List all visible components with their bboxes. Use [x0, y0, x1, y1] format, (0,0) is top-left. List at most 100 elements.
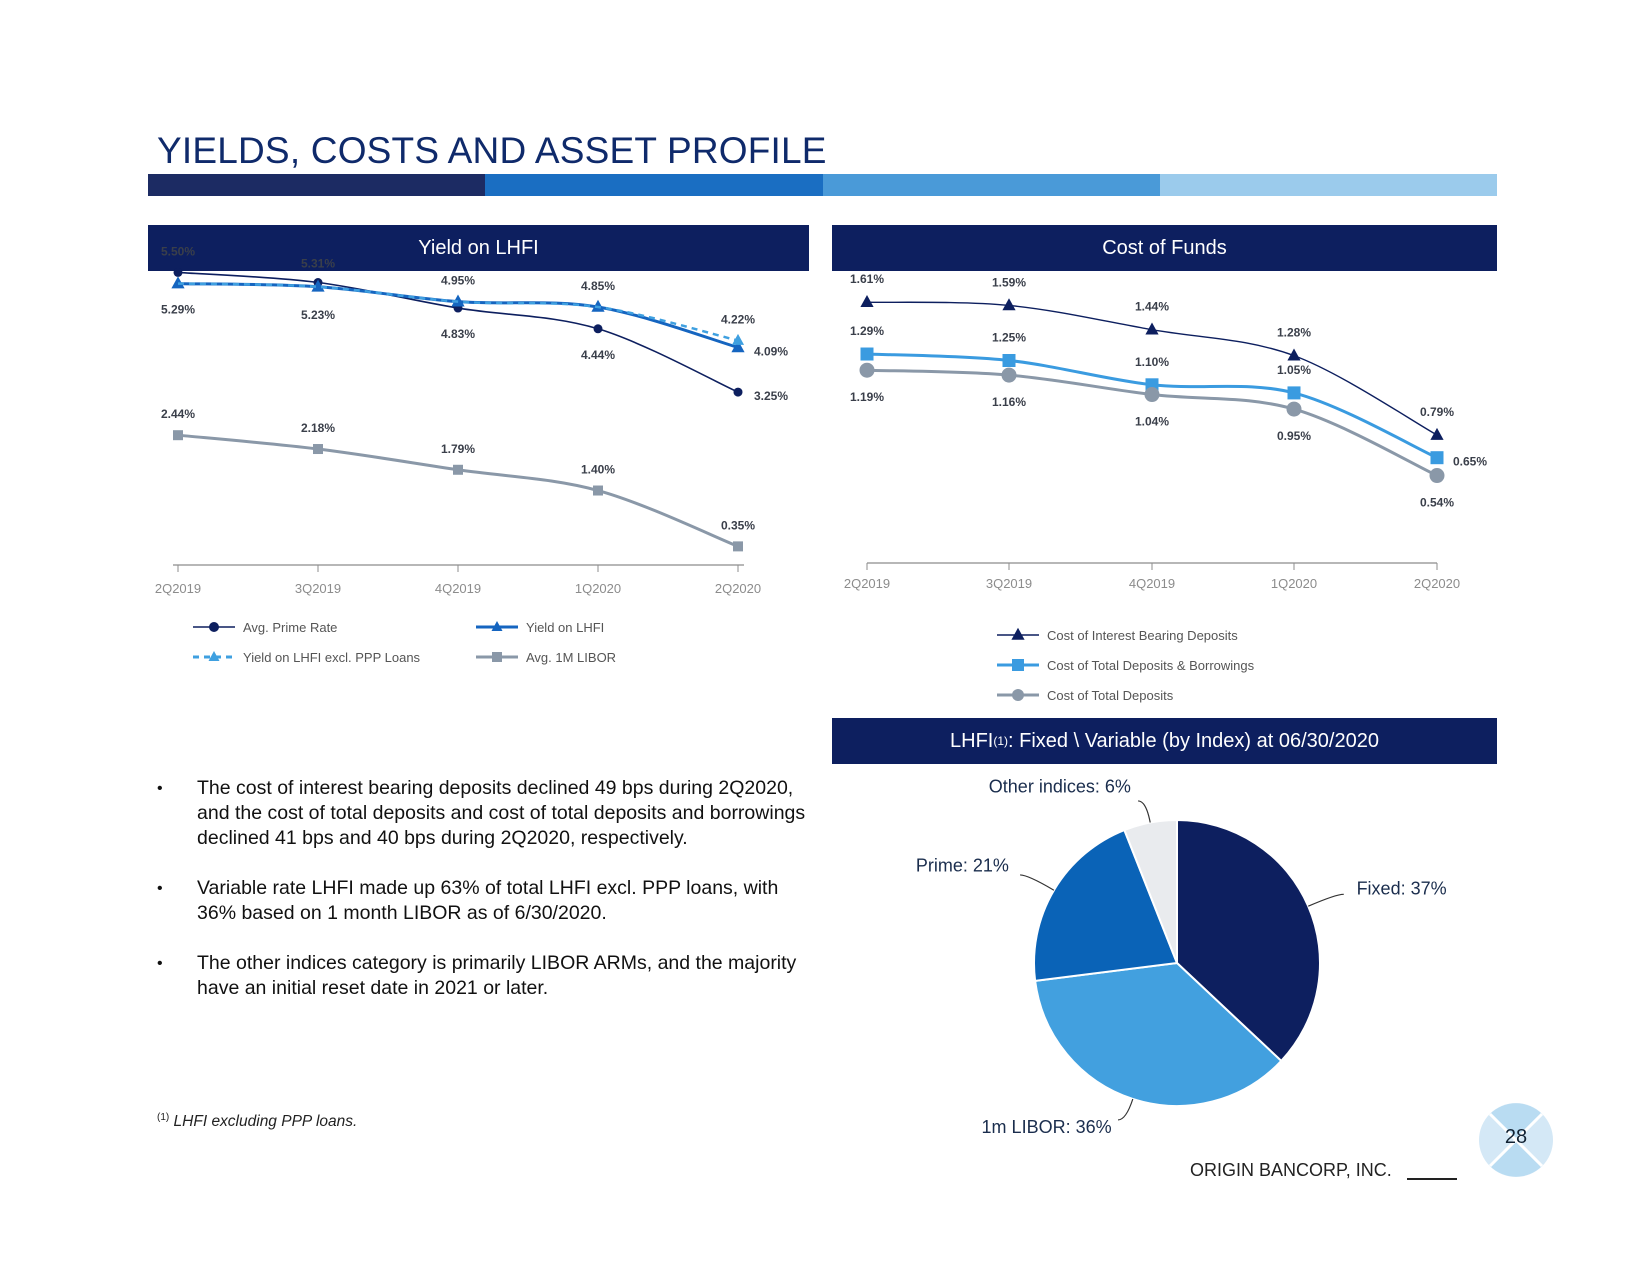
- cost-point: [1430, 427, 1444, 440]
- cost-panel-header: Cost of Funds: [832, 225, 1497, 271]
- yield-point: [453, 464, 463, 475]
- cost-data-label: 0.79%: [1420, 405, 1454, 419]
- yield-data-label: 3.25%: [754, 389, 788, 403]
- cost-data-label: 1.59%: [992, 275, 1026, 289]
- pie-leader-line: [1308, 893, 1344, 907]
- company-name: ORIGIN BANCORP, INC.: [1190, 1160, 1392, 1180]
- cost-data-label: 1.10%: [1135, 355, 1169, 369]
- cost-x-tick-label: 2Q2020: [1414, 576, 1460, 591]
- pie-title-post: : Fixed \ Variable (by Index) at 06/30/2…: [1008, 729, 1379, 752]
- cost-point: [860, 294, 874, 307]
- footnote-marker: (1): [157, 1112, 170, 1123]
- cost-data-label: 1.29%: [850, 324, 884, 338]
- cost-point: [1144, 387, 1160, 403]
- yield-x-tick-label: 2Q2019: [155, 581, 201, 596]
- cost-point: [860, 347, 874, 361]
- cost-point: [859, 362, 875, 378]
- yield-data-label: 5.29%: [161, 303, 195, 317]
- pie-title-pre: LHFI: [950, 729, 994, 752]
- yield-on-lhfi-chart: 2Q2019 3Q2019 4Q2019 1Q2020 2Q2020 5.50% 5.31%…: [155, 244, 788, 665]
- cost-legend-label: Cost of Total Deposits & Borrowings: [1047, 658, 1255, 673]
- yield-legend-marker: [492, 652, 502, 662]
- yield-data-label: 2.44%: [161, 407, 195, 421]
- yield-data-label: 2.18%: [301, 421, 335, 435]
- yield-legend-label: Avg. 1M LIBOR: [526, 650, 616, 665]
- pie-slice-label: Prime: 21%: [916, 855, 1009, 875]
- page-number: 28: [1504, 1126, 1528, 1148]
- page-title: YIELDS, COSTS AND ASSET PROFILE: [157, 130, 827, 171]
- cost-series-line-1: [866, 352, 1438, 460]
- page-badge-icon: [1479, 1103, 1553, 1177]
- yield-point: [733, 387, 743, 397]
- yield-point: [173, 267, 183, 277]
- cost-x-tick-label: 4Q2019: [1129, 576, 1175, 591]
- pie-slice-label: Fixed: 37%: [1357, 879, 1447, 899]
- title-bar-seg-3: [822, 174, 1160, 196]
- yield-panel-header: Yield on LHFI: [148, 225, 809, 271]
- footnote: (1) LHFI excluding PPP loans.: [157, 1112, 357, 1131]
- bullet-deposit-costs: The cost of interest bearing deposits de…: [157, 776, 817, 851]
- yield-data-label: 4.85%: [581, 279, 615, 293]
- bullet-other-indices: The other indices category is primarily …: [157, 951, 817, 1001]
- yield-data-label: 4.09%: [754, 344, 788, 358]
- cost-point: [1002, 298, 1016, 311]
- yield-data-label: 4.95%: [441, 274, 475, 288]
- cost-data-label: 1.28%: [1277, 326, 1311, 340]
- pie-slice: [1034, 961, 1283, 1107]
- yield-point: [731, 340, 745, 353]
- cost-x-tick-label: 1Q2020: [1271, 576, 1317, 591]
- yield-x-tick-label: 1Q2020: [575, 581, 621, 596]
- yield-legend-marker: [208, 651, 220, 661]
- yield-data-label: 0.35%: [721, 518, 755, 532]
- cost-data-label: 0.65%: [1453, 455, 1487, 469]
- yield-point: [173, 430, 183, 441]
- yield-x-tick-label: 2Q2020: [715, 581, 761, 596]
- yield-legend-label: Yield on LHFI excl. PPP Loans: [243, 650, 421, 665]
- pie-slice: [1033, 828, 1179, 983]
- pie-slice-label: Other indices: 6%: [989, 777, 1131, 797]
- yield-point: [593, 485, 603, 496]
- cost-point: [1001, 367, 1017, 383]
- yield-data-label: 4.22%: [721, 312, 755, 326]
- pie-leader-line: [1137, 800, 1151, 823]
- yield-point: [731, 333, 745, 345]
- cost-panel-title: Cost of Funds: [1102, 236, 1227, 259]
- pie-leader-line: [1117, 1098, 1134, 1121]
- cost-legend-marker: [1011, 627, 1025, 640]
- cost-x-tick-label: 2Q2019: [844, 576, 890, 591]
- bullet-variable-rate: Variable rate LHFI made up 63% of total …: [157, 876, 817, 926]
- title-color-bar: [148, 174, 1497, 196]
- yield-panel-title: Yield on LHFI: [418, 236, 539, 259]
- title-bar-seg-1: [148, 174, 486, 196]
- yield-point: [733, 541, 743, 552]
- cost-of-funds-chart: 2Q2019 3Q2019 4Q2019 1Q2020 2Q2020 1.61% 1.59%…: [844, 272, 1487, 703]
- yield-point: [311, 279, 325, 292]
- yield-data-label: 4.44%: [581, 348, 615, 362]
- yield-legend-label: Avg. Prime Rate: [243, 620, 337, 635]
- pie-title-sup: (1): [993, 734, 1009, 748]
- cost-legend-marker: [1012, 659, 1024, 671]
- cost-x-tick-label: 3Q2019: [986, 576, 1032, 591]
- cost-data-label: 1.61%: [850, 272, 884, 286]
- commentary-bullets: The cost of interest bearing deposits de…: [157, 776, 817, 1026]
- cost-point: [1145, 322, 1159, 335]
- cost-point: [1429, 468, 1445, 484]
- yield-series-line-2: [177, 282, 739, 342]
- yield-data-label: 5.31%: [301, 257, 335, 271]
- cost-data-label: 0.54%: [1420, 496, 1454, 510]
- cost-data-label: 1.04%: [1135, 415, 1169, 429]
- cost-point: [1286, 401, 1302, 417]
- yield-point: [313, 444, 323, 455]
- yield-legend-marker: [209, 622, 219, 632]
- pie-panel-header: LHFI (1): Fixed \ Variable (by Index) at …: [832, 718, 1497, 764]
- yield-x-tick-label: 4Q2019: [435, 581, 481, 596]
- pie-leader-line: [1020, 874, 1055, 891]
- cost-data-label: 1.16%: [992, 395, 1026, 409]
- yield-data-label: 4.83%: [441, 327, 475, 341]
- cost-legend-label: Cost of Total Deposits: [1047, 688, 1174, 703]
- yield-data-label: 1.79%: [441, 442, 475, 456]
- footnote-text: LHFI excluding PPP loans.: [173, 1113, 358, 1131]
- title-bar-seg-2: [485, 174, 823, 196]
- title-bar-seg-4: [1159, 174, 1497, 196]
- cost-data-label: 0.95%: [1277, 429, 1311, 443]
